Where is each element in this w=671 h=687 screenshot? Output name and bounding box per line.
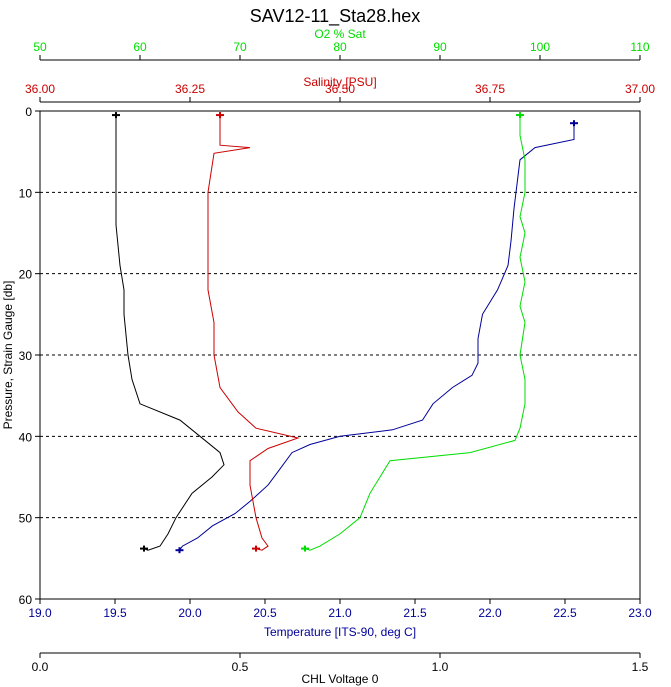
series-line-chl bbox=[115, 115, 225, 551]
x-tick-label-temperature: 23.0 bbox=[628, 606, 652, 620]
gridlines bbox=[40, 191, 640, 519]
series-marker-chl-start bbox=[112, 112, 120, 119]
y-tick-label: 10 bbox=[19, 186, 33, 200]
y-tick-label: 0 bbox=[25, 105, 32, 119]
series-marker-oxygen-start bbox=[516, 112, 524, 119]
series-line-temperature bbox=[179, 123, 575, 551]
series-marker-oxygen-end bbox=[301, 545, 309, 552]
x-tick-label-salinity: 36.00 bbox=[25, 82, 55, 96]
x-tick-label-chl: 0.5 bbox=[232, 660, 249, 674]
x-tick-label-oxygen: 70 bbox=[233, 40, 247, 54]
x-tick-label-oxygen: 90 bbox=[433, 40, 447, 54]
x-tick-label-temperature: 20.5 bbox=[253, 606, 277, 620]
x-tick-label-oxygen: 100 bbox=[530, 40, 550, 54]
x-tick-label-oxygen: 60 bbox=[133, 40, 147, 54]
x-axis-label-salinity: Salinity [PSU] bbox=[303, 75, 376, 89]
x-tick-label-salinity: 37.00 bbox=[625, 82, 655, 96]
x-tick-label-temperature: 21.5 bbox=[403, 606, 427, 620]
x-axis-label-oxygen: O2 % Sat bbox=[314, 27, 366, 41]
series-marker-salinity-end bbox=[252, 545, 260, 552]
series-lines bbox=[112, 112, 578, 554]
x-axis-label-chl: CHL Voltage 0 bbox=[302, 672, 379, 686]
y-tick-label: 50 bbox=[19, 512, 33, 526]
series-marker-temperature-start bbox=[570, 120, 578, 127]
x-tick-label-chl: 1.5 bbox=[632, 660, 649, 674]
series-marker-salinity-start bbox=[216, 112, 224, 119]
y-tick-label: 60 bbox=[19, 593, 33, 607]
series-line-oxygen bbox=[304, 115, 526, 551]
y-tick-label: 20 bbox=[19, 268, 33, 282]
x-tick-label-salinity: 36.25 bbox=[175, 82, 205, 96]
x-tick-label-oxygen: 80 bbox=[333, 40, 347, 54]
y-axis-label: Pressure, Strain Gauge [db] bbox=[1, 281, 15, 430]
x-tick-label-temperature: 21.0 bbox=[328, 606, 352, 620]
axes: 0 10 20 30 40 50 60 50 60 70 80 90 100 110 O2 % Sat 36.… bbox=[19, 27, 656, 686]
x-tick-label-temperature: 20.0 bbox=[178, 606, 202, 620]
x-tick-label-salinity: 36.75 bbox=[475, 82, 505, 96]
x-tick-label-oxygen: 110 bbox=[630, 40, 649, 54]
chart-title: SAV12-11_Sta28.hex bbox=[250, 6, 420, 27]
x-tick-label-oxygen: 50 bbox=[33, 40, 47, 54]
x-tick-label-chl: 0.0 bbox=[32, 660, 49, 674]
plot-frame bbox=[39, 110, 641, 600]
x-axis-label-temperature: Temperature [ITS-90, deg C] bbox=[264, 625, 416, 639]
series-marker-temperature-end bbox=[175, 547, 184, 554]
y-tick-label: 30 bbox=[19, 349, 33, 363]
x-tick-label-temperature: 19.0 bbox=[28, 606, 52, 620]
y-tick-label: 40 bbox=[19, 430, 33, 444]
series-marker-chl-end bbox=[140, 545, 148, 552]
x-tick-label-temperature: 22.0 bbox=[478, 606, 502, 620]
x-tick-label-chl: 1.0 bbox=[432, 660, 449, 674]
x-tick-label-salinity: 36.50 bbox=[325, 82, 355, 96]
x-tick-label-temperature: 22.5 bbox=[553, 606, 577, 620]
x-tick-label-temperature: 19.5 bbox=[103, 606, 127, 620]
series-line-salinity bbox=[207, 115, 300, 551]
